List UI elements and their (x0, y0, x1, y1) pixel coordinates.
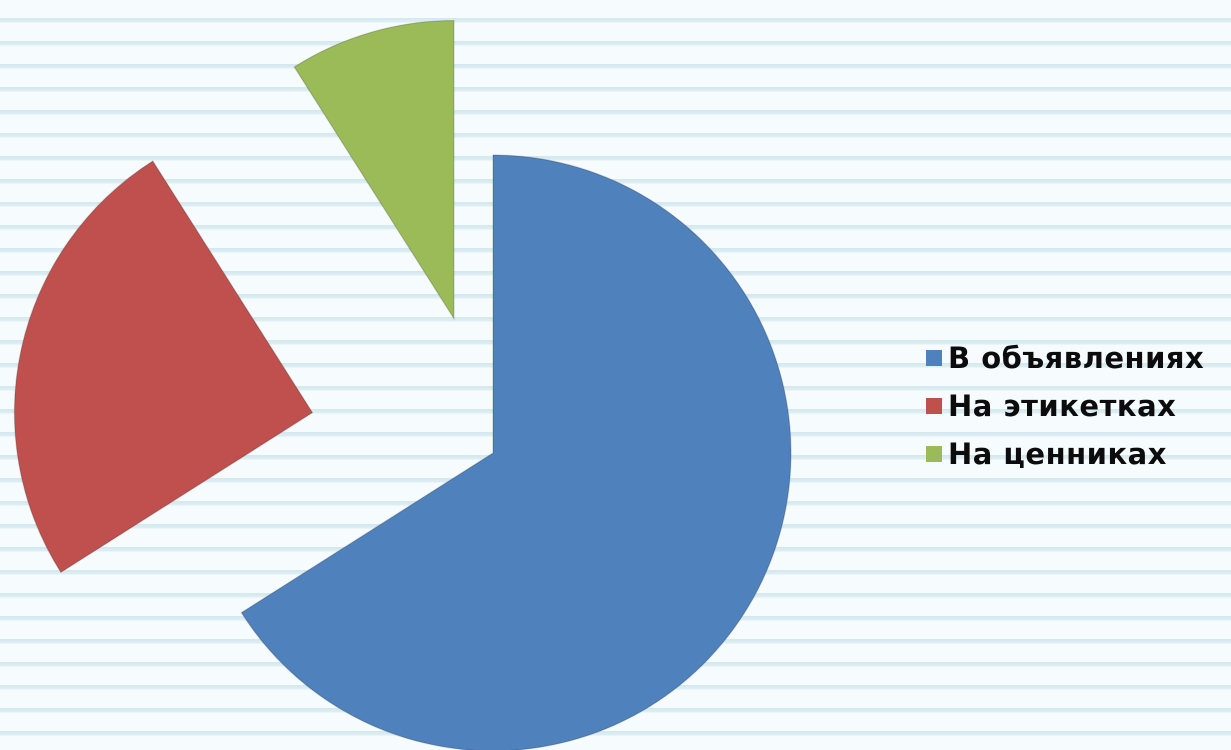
pie-slice (293, 19, 455, 321)
legend-label: На этикетках (948, 389, 1177, 423)
pie-slice (240, 154, 792, 750)
legend-swatch (926, 446, 942, 462)
legend-label: В объявлениях (948, 341, 1205, 375)
pie-slices (13, 19, 792, 750)
chart-legend: В объявлениях На этикетках На ценниках (926, 334, 1231, 478)
legend-item: На ценниках (926, 430, 1231, 478)
legend-item: На этикетках (926, 382, 1231, 430)
legend-item: В объявлениях (926, 334, 1231, 382)
legend-swatch (926, 350, 942, 366)
legend-label: На ценниках (948, 437, 1167, 471)
legend-swatch (926, 398, 942, 414)
pie-slice (13, 160, 314, 574)
